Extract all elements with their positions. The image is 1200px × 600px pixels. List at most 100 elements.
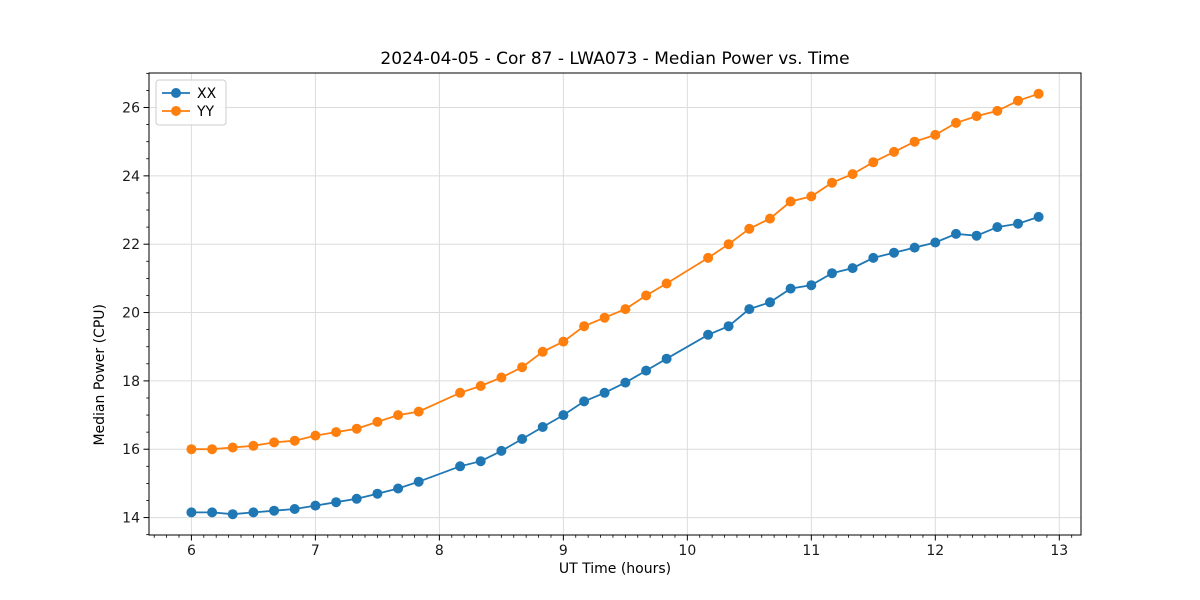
series-YY-marker <box>579 321 590 332</box>
series-YY-marker <box>806 191 817 202</box>
axis-ticks <box>143 107 1060 541</box>
legend: XX YY <box>155 79 227 126</box>
series-XX-marker <box>744 304 755 315</box>
svg-text:16: 16 <box>122 442 140 458</box>
series-YY-marker <box>599 312 610 323</box>
series-YY-line <box>191 92 1039 451</box>
series-YY-marker <box>847 169 858 180</box>
series-YY-marker <box>785 196 796 207</box>
series-YY-marker <box>310 430 321 441</box>
series-YY-marker <box>951 117 961 128</box>
svg-text:26: 26 <box>122 101 140 117</box>
svg-text:18: 18 <box>122 374 140 390</box>
series-XX-marker <box>372 488 383 499</box>
series-YY-marker <box>537 346 548 357</box>
series-YY-marker <box>889 146 899 157</box>
series-YY-marker <box>1033 88 1044 99</box>
chart-title: 2024-04-05 - Cor 87 - LWA073 - Median Po… <box>380 49 850 69</box>
series-XX-marker <box>599 387 610 398</box>
series-YY-marker <box>703 252 714 263</box>
legend-item-YY: YY <box>162 104 215 120</box>
series-YY-marker <box>558 336 569 347</box>
series-XX-marker <box>475 456 486 467</box>
series-YY-marker <box>868 157 879 168</box>
series-XX-marker <box>579 396 590 407</box>
legend-label-YY: YY <box>196 104 215 120</box>
series-XX-marker <box>703 329 714 340</box>
series-XX-marker <box>227 509 238 520</box>
series-YY-marker <box>289 435 300 446</box>
svg-text:24: 24 <box>122 169 140 185</box>
series-YY-marker <box>517 362 528 373</box>
series-XX-marker <box>951 228 961 239</box>
svg-text:22: 22 <box>122 237 140 253</box>
series-XX-marker <box>207 507 218 518</box>
series-XX-marker <box>1013 218 1023 229</box>
axis-minor-ticks <box>146 72 1073 538</box>
series-XX-marker <box>413 476 424 487</box>
series-YY-marker <box>909 136 920 147</box>
svg-text:11: 11 <box>802 543 820 559</box>
series-XX-marker <box>868 252 879 263</box>
series-XX-marker <box>186 507 197 518</box>
svg-text:8: 8 <box>435 543 444 559</box>
x-tick-labels: 6 7 8 9 10 11 12 13 <box>187 543 1068 559</box>
series-XX-marker <box>310 500 321 511</box>
svg-text:10: 10 <box>678 543 696 559</box>
plot-border <box>148 72 1082 536</box>
series-XX-marker <box>930 237 941 248</box>
series-XX-marker <box>558 410 569 421</box>
series-XX-marker <box>785 283 796 294</box>
series-YY-marker <box>971 111 982 122</box>
series-XX-marker <box>620 377 631 388</box>
series-YY-marker <box>744 223 755 234</box>
series-YY-marker <box>351 423 362 434</box>
series-XX-marker <box>269 505 280 516</box>
series-YY-marker <box>413 406 424 417</box>
series-YY-marker <box>207 444 218 455</box>
series-XX-marker <box>496 445 507 456</box>
series-YY-marker <box>930 129 941 140</box>
series-YY-marker <box>765 213 775 224</box>
svg-text:9: 9 <box>559 543 568 559</box>
series-YY-marker <box>827 177 837 188</box>
series-YY-marker <box>269 437 280 448</box>
series-YY-marker <box>723 239 734 250</box>
series-XX-marker <box>537 422 548 432</box>
svg-text:12: 12 <box>926 543 944 559</box>
legend-label-XX: XX <box>197 86 217 102</box>
series-XX-marker <box>992 222 1003 233</box>
series-YY-marker <box>393 410 404 421</box>
series-XX-marker <box>847 263 858 274</box>
svg-text:14: 14 <box>122 511 140 527</box>
legend-marker-XX <box>171 88 181 98</box>
series-YY-marker <box>496 372 507 383</box>
series-YY-marker <box>661 278 672 289</box>
series-XX-marker <box>641 365 652 376</box>
series-XX-marker <box>393 483 404 494</box>
legend-item-XX: XX <box>162 86 217 102</box>
legend-marker-YY <box>171 106 181 116</box>
y-tick-labels: 14 16 18 20 22 24 26 <box>122 101 140 527</box>
series-XX-marker <box>889 247 899 258</box>
x-axis-label: UT Time (hours) <box>558 561 672 577</box>
series-XX-marker <box>248 507 259 518</box>
series-YY-marker <box>620 304 631 315</box>
series-XX-marker <box>331 497 342 508</box>
series-YY-marker <box>475 381 486 391</box>
series-XX-marker <box>351 493 362 504</box>
series-YY-marker <box>641 290 652 301</box>
series-YY-marker <box>372 416 383 427</box>
series-XX-marker <box>909 242 920 253</box>
series-XX-marker <box>455 461 466 472</box>
series-YY <box>186 88 1044 455</box>
series-XX-marker <box>971 230 982 241</box>
series-YY-marker <box>455 387 466 398</box>
series-XX-marker <box>517 434 528 444</box>
series-XX-line <box>191 216 1039 516</box>
series-XX <box>186 211 1044 520</box>
svg-text:20: 20 <box>122 306 140 322</box>
x-gridlines <box>190 73 1060 535</box>
